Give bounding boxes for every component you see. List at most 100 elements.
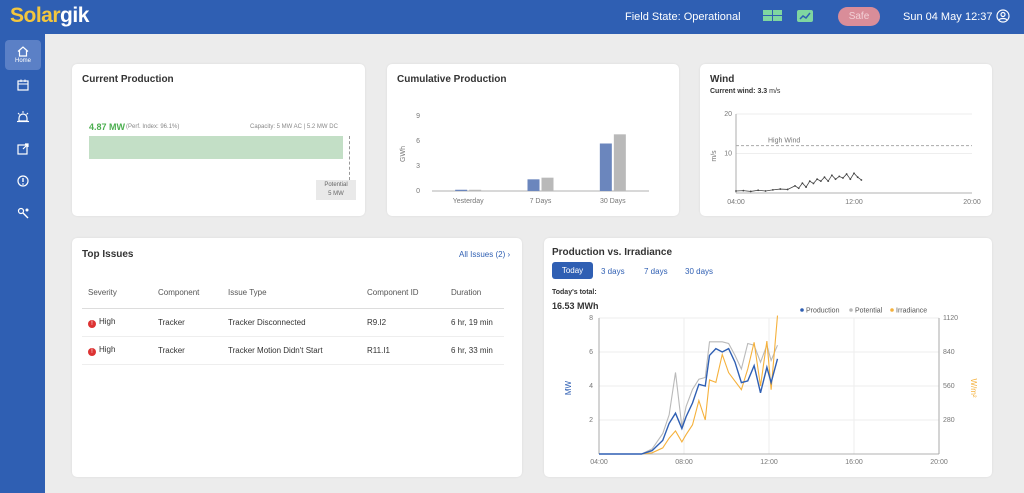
potential-marker [349, 136, 350, 180]
production-bar-track [89, 136, 350, 159]
sidebar-item-calendar[interactable] [5, 70, 41, 100]
series-line-production [599, 347, 779, 455]
home-icon [17, 46, 29, 57]
top-bar: Solargik Field State: Operational Safe S… [0, 0, 1024, 34]
wind-point [735, 190, 737, 192]
x-tick-label: 20:00 [963, 199, 981, 206]
user-icon[interactable] [996, 9, 1010, 28]
bar [469, 189, 482, 191]
bar [527, 179, 540, 191]
table-row[interactable]: ! High Tracker Tracker Disconnected R9.I2… [82, 308, 504, 337]
wind-point [786, 188, 789, 191]
bar [613, 134, 626, 191]
time-label: 12:37 [965, 11, 993, 23]
wind-point [834, 178, 837, 181]
y-tick-label: 2 [589, 417, 593, 424]
wind-point [801, 182, 804, 185]
all-issues-link[interactable]: All Issues (2) › [459, 250, 511, 259]
col-duration[interactable]: Duration [445, 278, 504, 309]
wind-point [830, 174, 833, 177]
y-tick-label: 4 [589, 383, 593, 390]
y2-tick-label: 560 [943, 383, 955, 390]
chart-icon[interactable] [797, 10, 813, 28]
col-severity[interactable]: Severity [82, 278, 152, 309]
wind-point [757, 189, 760, 192]
calendar-icon [17, 79, 29, 91]
x-tick-label: Yesterday [453, 198, 484, 205]
wind-point [805, 186, 807, 188]
x-tick-label: 04:00 [727, 199, 745, 206]
alarm-icon [17, 111, 29, 123]
wind-point [823, 176, 826, 179]
bar [599, 143, 612, 191]
top-issues-card: Top Issues All Issues (2) › Severity Com… [72, 238, 522, 477]
sidebar: Home [0, 34, 45, 493]
production-bar-fill [89, 136, 344, 159]
sidebar-item-alarms[interactable] [5, 102, 41, 132]
high-severity-icon: ! [88, 347, 96, 356]
issues-table: Severity Component Issue Type Component … [82, 278, 504, 365]
x-tick-label: 12:00 [760, 459, 778, 466]
production-irradiance-card: Production vs. Irradiance Today 3 days 7… [544, 238, 992, 477]
x-tick-label: 04:00 [590, 459, 608, 466]
wind-title: Wind [710, 74, 735, 85]
y-tick-label: 9 [416, 113, 420, 120]
panels-icon[interactable] [763, 10, 783, 28]
wind-point [764, 190, 767, 192]
current-production-value: 4.87 MW [89, 122, 126, 132]
wind-point [816, 178, 819, 181]
wind-point [856, 176, 859, 179]
wind-point [838, 175, 841, 178]
sidebar-item-home[interactable]: Home [5, 40, 41, 70]
tools-icon [17, 207, 28, 219]
y-tick-label: 3 [416, 163, 420, 170]
wind-point [797, 187, 800, 190]
col-component-id[interactable]: Component ID [361, 278, 445, 309]
wind-point [771, 188, 774, 191]
legend-label: Production [806, 308, 840, 315]
wind-point [860, 179, 863, 181]
y2-tick-label: 840 [943, 349, 955, 356]
cumulative-production-title: Cumulative Production [397, 74, 507, 85]
sidebar-item-reports[interactable] [5, 134, 41, 164]
field-state: Field State: Operational [625, 11, 741, 23]
x-tick-label: 08:00 [675, 459, 693, 466]
x-tick-label: 12:00 [845, 199, 863, 206]
x-tick-label: 7 Days [530, 198, 552, 205]
bar [455, 189, 468, 191]
prod-irr-title: Production vs. Irradiance [552, 247, 673, 258]
y-tick-label: 20 [724, 111, 732, 118]
wind-point [853, 172, 855, 175]
wind-point [845, 173, 848, 175]
current-production-title: Current Production [82, 74, 174, 85]
y-tick-label: 6 [589, 349, 593, 356]
legend-marker [890, 308, 894, 312]
logo[interactable]: Solargik [10, 4, 89, 27]
tab-today[interactable]: Today [552, 262, 593, 279]
cumulative-production-card: Cumulative Production 0 3 6 9 GWh Yesterday 7 … [387, 64, 679, 216]
tab-7-days[interactable]: 7 days [644, 267, 668, 276]
y-axis-label: m/s [711, 150, 718, 162]
todays-total-value: 16.53 MWh [552, 301, 599, 311]
wind-point [779, 188, 782, 190]
table-row[interactable]: ! High Tracker Tracker Motion Didn't Star… [82, 336, 504, 365]
bar [541, 177, 554, 191]
col-component[interactable]: Component [152, 278, 222, 309]
sidebar-item-tools[interactable] [5, 198, 41, 228]
sidebar-item-alerts[interactable] [5, 166, 41, 196]
legend-label: Irradiance [896, 308, 927, 315]
safe-status-badge[interactable]: Safe [838, 7, 880, 26]
x-tick-label: 16:00 [845, 459, 863, 466]
wind-point [742, 189, 745, 192]
legend-marker [800, 308, 804, 312]
tab-30-days[interactable]: 30 days [685, 267, 714, 276]
y2-tick-label: 1120 [943, 315, 958, 322]
alert-icon [17, 175, 29, 187]
wind-point [819, 180, 822, 183]
y-tick-label: 6 [416, 138, 420, 145]
y2-axis-label: W/m² [969, 378, 978, 397]
y-tick-label: 0 [416, 188, 420, 195]
tab-3-days[interactable]: 3 days [601, 267, 625, 276]
col-issue-type[interactable]: Issue Type [222, 278, 361, 309]
wind-point [827, 180, 830, 183]
